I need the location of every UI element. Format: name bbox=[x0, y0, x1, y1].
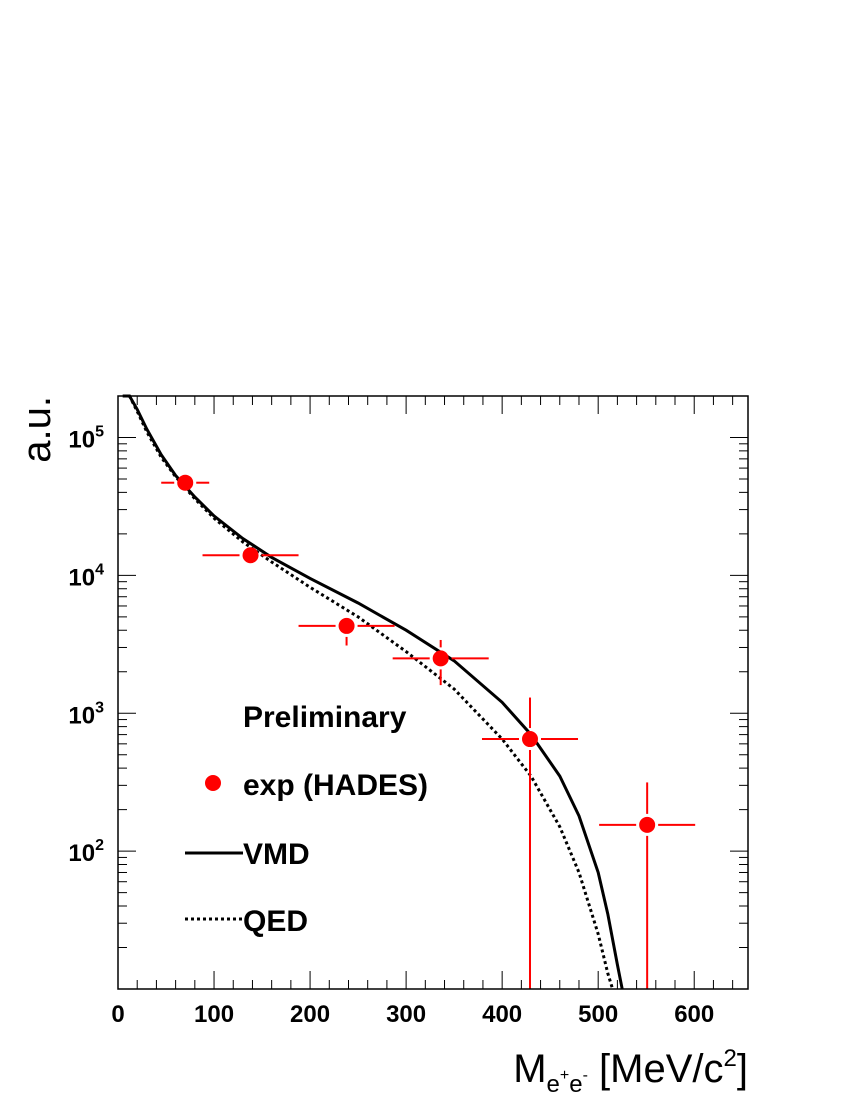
legend: Preliminary exp (HADES) VMD QED bbox=[185, 701, 428, 938]
data-marker bbox=[338, 617, 355, 634]
annotation-preliminary: Preliminary bbox=[243, 701, 407, 734]
x-tick-label: 400 bbox=[482, 1001, 522, 1028]
axis-ticks bbox=[117, 395, 748, 990]
x-tick-label: 200 bbox=[290, 1001, 330, 1028]
x-axis-title-sup2: - bbox=[583, 1067, 588, 1084]
curve-qed bbox=[122, 394, 615, 990]
y-tick-label: 103 bbox=[68, 699, 104, 729]
data-marker bbox=[177, 474, 194, 491]
y-axis-title: a.u. bbox=[15, 396, 59, 463]
x-axis-title-sub2: e bbox=[569, 1071, 582, 1098]
x-axis-title-units-sup: 2 bbox=[724, 1045, 737, 1072]
data-point bbox=[161, 474, 210, 491]
y-tick-label: 104 bbox=[68, 561, 104, 591]
y-tick-labels: 102 103 104 105 bbox=[68, 424, 104, 868]
data-point bbox=[481, 697, 579, 989]
x-tick-label: 0 bbox=[111, 1001, 124, 1028]
x-axis-title-units-close: ] bbox=[737, 1047, 748, 1091]
x-axis-title: Me+e- [MeV/c2] bbox=[513, 1045, 748, 1098]
data-marker bbox=[639, 816, 656, 833]
x-tick-labels: 0 100 200 300 400 500 600 bbox=[111, 1001, 714, 1028]
legend-label-qed: QED bbox=[243, 905, 308, 938]
legend-label-exp: exp (HADES) bbox=[243, 769, 428, 802]
x-tick-label: 600 bbox=[674, 1001, 714, 1028]
x-axis-title-sub: e bbox=[547, 1071, 560, 1098]
legend-marker-exp bbox=[205, 775, 221, 791]
x-axis-title-main: M bbox=[513, 1047, 546, 1091]
x-tick-label: 500 bbox=[578, 1001, 618, 1028]
data-point bbox=[599, 782, 696, 989]
x-tick-label: 100 bbox=[194, 1001, 234, 1028]
x-axis-title-sup1: + bbox=[560, 1067, 569, 1084]
data-point bbox=[392, 639, 489, 686]
curve-vmd bbox=[122, 394, 624, 990]
data-point bbox=[298, 617, 395, 646]
data-marker bbox=[242, 547, 259, 564]
x-axis-title-units: [MeV/c bbox=[588, 1047, 724, 1091]
y-tick-label: 105 bbox=[68, 424, 104, 454]
data-points bbox=[161, 474, 696, 989]
data-marker bbox=[432, 650, 449, 667]
legend-label-vmd: VMD bbox=[243, 838, 310, 871]
plot-frame bbox=[117, 395, 749, 990]
data-point bbox=[202, 547, 299, 564]
data-marker bbox=[521, 731, 538, 748]
y-tick-label: 102 bbox=[68, 837, 104, 867]
curves bbox=[122, 394, 624, 990]
x-tick-label: 300 bbox=[386, 1001, 426, 1028]
